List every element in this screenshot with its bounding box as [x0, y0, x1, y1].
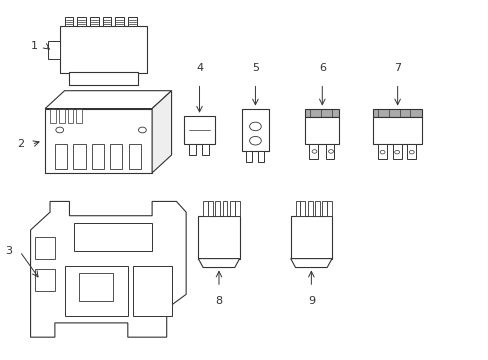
Text: 1: 1 [31, 41, 38, 51]
Bar [392, 144, 401, 158]
Circle shape [394, 150, 399, 154]
Bar [74, 223, 152, 251]
Bar [325, 144, 334, 158]
Bar [407, 144, 415, 158]
Bar [64, 266, 127, 316]
Bar [45, 109, 152, 173]
Bar [372, 109, 421, 117]
Bar [377, 144, 386, 158]
Bar [305, 117, 339, 144]
Bar [110, 144, 122, 169]
Bar [372, 117, 421, 144]
Bar [35, 269, 55, 291]
Bar [295, 202, 300, 216]
Bar [127, 18, 136, 26]
Circle shape [249, 136, 261, 145]
Bar [76, 109, 82, 123]
Bar [115, 18, 123, 26]
Text: 4: 4 [196, 63, 203, 73]
Bar [290, 216, 331, 258]
Polygon shape [45, 91, 171, 109]
Bar [102, 18, 111, 26]
Polygon shape [30, 202, 186, 337]
Text: 8: 8 [215, 296, 222, 306]
Text: 5: 5 [251, 63, 259, 73]
Bar [202, 144, 209, 155]
Circle shape [56, 127, 63, 133]
Text: 9: 9 [307, 296, 314, 306]
Bar [55, 144, 67, 169]
Bar [314, 202, 319, 216]
Bar [222, 202, 227, 216]
Text: 7: 7 [393, 63, 400, 73]
Bar [69, 72, 137, 85]
Polygon shape [152, 91, 171, 173]
Bar [47, 41, 60, 59]
Bar [305, 109, 339, 117]
Bar [257, 152, 264, 162]
Bar [67, 109, 73, 123]
Bar [64, 18, 73, 26]
Circle shape [379, 150, 384, 154]
Bar [50, 109, 56, 123]
Bar [35, 237, 55, 258]
Bar [183, 116, 215, 144]
Bar [73, 144, 85, 169]
Bar [188, 144, 196, 155]
Bar [128, 144, 141, 169]
Bar [132, 266, 171, 316]
Polygon shape [290, 258, 331, 267]
Bar [59, 109, 64, 123]
Circle shape [138, 127, 146, 133]
Bar [308, 144, 317, 158]
Bar [326, 202, 331, 216]
Bar [215, 202, 220, 216]
Bar [245, 152, 252, 162]
Circle shape [249, 122, 261, 131]
Circle shape [311, 150, 316, 153]
Bar [229, 202, 234, 216]
Bar [207, 202, 212, 216]
Text: 3: 3 [5, 247, 13, 256]
Polygon shape [198, 258, 239, 267]
Bar [242, 109, 268, 152]
Bar [322, 202, 326, 216]
Circle shape [328, 150, 333, 153]
Text: 6: 6 [318, 63, 325, 73]
Bar [307, 202, 312, 216]
Bar [203, 202, 207, 216]
Bar [300, 202, 305, 216]
Bar [92, 144, 104, 169]
Text: 2: 2 [18, 139, 25, 149]
Bar [198, 216, 239, 258]
Circle shape [408, 150, 413, 154]
Bar [79, 273, 113, 301]
Bar [234, 202, 239, 216]
Bar [60, 26, 147, 73]
Bar [90, 18, 99, 26]
Bar [77, 18, 86, 26]
